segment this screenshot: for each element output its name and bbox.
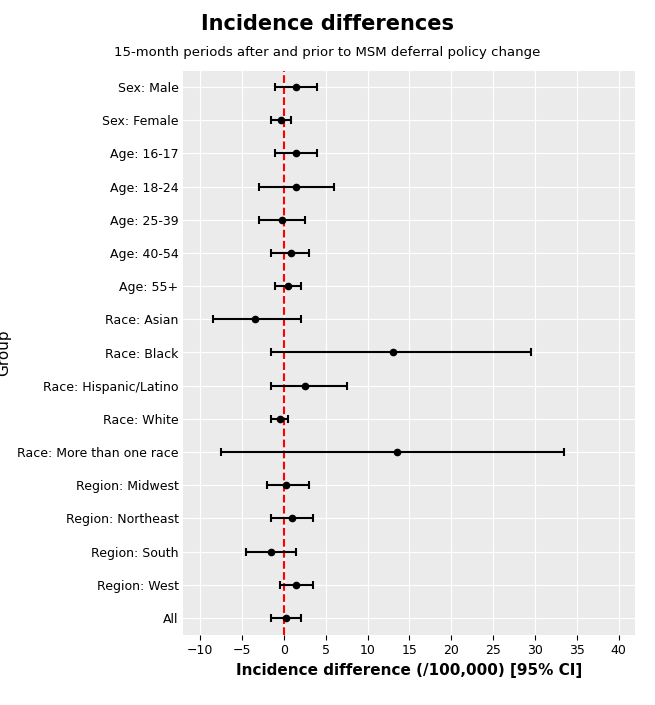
X-axis label: Incidence difference (/100,000) [95% CI]: Incidence difference (/100,000) [95% CI] xyxy=(236,663,582,678)
Y-axis label: Group: Group xyxy=(0,329,12,376)
Text: Incidence differences: Incidence differences xyxy=(201,14,454,34)
Text: 15-month periods after and prior to MSM deferral policy change: 15-month periods after and prior to MSM … xyxy=(115,46,540,59)
